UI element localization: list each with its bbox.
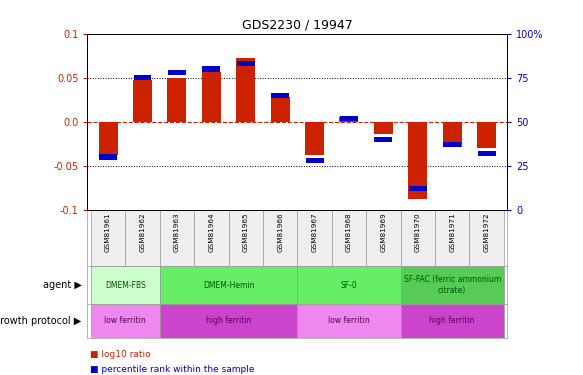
Bar	[91, 266, 160, 304]
Text: growth protocol ▶: growth protocol ▶	[0, 316, 82, 326]
Bar	[271, 93, 289, 98]
Bar	[340, 116, 358, 121]
Text: low ferritin: low ferritin	[104, 316, 146, 325]
Bar	[477, 151, 496, 156]
Bar	[401, 304, 504, 338]
Bar	[133, 80, 152, 122]
Bar	[297, 210, 332, 266]
Bar	[202, 66, 220, 72]
Text: SF-0: SF-0	[340, 280, 357, 290]
Bar	[442, 122, 462, 147]
Bar	[263, 210, 297, 266]
Text: ■ percentile rank within the sample: ■ percentile rank within the sample	[90, 365, 255, 374]
Text: GSM81963: GSM81963	[174, 213, 180, 252]
Bar	[202, 72, 221, 122]
Text: high ferritin: high ferritin	[206, 316, 251, 325]
Bar	[443, 142, 461, 147]
Bar	[374, 137, 392, 142]
Bar	[477, 122, 496, 148]
Title: GDS2230 / 19947: GDS2230 / 19947	[242, 18, 353, 31]
Text: DMEM-FBS: DMEM-FBS	[105, 280, 146, 290]
Bar	[160, 210, 194, 266]
Bar	[374, 122, 393, 134]
Bar	[91, 210, 125, 266]
Bar	[401, 210, 435, 266]
Text: GSM81970: GSM81970	[415, 213, 421, 252]
Text: GSM81968: GSM81968	[346, 213, 352, 252]
Text: GSM81967: GSM81967	[311, 213, 318, 252]
Bar	[271, 97, 290, 122]
Bar	[305, 158, 324, 163]
Bar	[168, 70, 186, 75]
Text: GSM81972: GSM81972	[483, 213, 490, 252]
Text: GSM81961: GSM81961	[105, 213, 111, 252]
Bar	[332, 210, 366, 266]
Text: DMEM-Hemin: DMEM-Hemin	[203, 280, 254, 290]
Bar	[469, 210, 504, 266]
Bar	[236, 57, 255, 122]
Bar	[99, 154, 117, 160]
Bar	[125, 210, 160, 266]
Bar	[408, 122, 427, 200]
Bar	[167, 78, 187, 122]
Bar	[237, 61, 255, 66]
Bar	[229, 210, 263, 266]
Text: GSM81969: GSM81969	[380, 213, 387, 252]
Bar	[401, 266, 504, 304]
Bar	[91, 304, 160, 338]
Bar	[99, 122, 118, 155]
Bar	[435, 210, 469, 266]
Bar	[409, 186, 427, 192]
Bar	[160, 304, 297, 338]
Text: GSM81966: GSM81966	[277, 213, 283, 252]
Text: low ferritin: low ferritin	[328, 316, 370, 325]
Bar	[339, 117, 359, 122]
Text: SF-FAC (ferric ammonium
citrate): SF-FAC (ferric ammonium citrate)	[403, 275, 501, 295]
Bar	[297, 266, 401, 304]
Text: ■ log10 ratio: ■ log10 ratio	[90, 350, 151, 359]
Text: high ferritin: high ferritin	[430, 316, 475, 325]
Text: GSM81965: GSM81965	[243, 213, 249, 252]
Bar	[366, 210, 401, 266]
Text: GSM81964: GSM81964	[208, 213, 215, 252]
Bar	[194, 210, 229, 266]
Bar	[160, 266, 297, 304]
Text: GSM81971: GSM81971	[449, 213, 455, 252]
Bar	[297, 304, 401, 338]
Text: agent ▶: agent ▶	[43, 280, 82, 290]
Bar	[305, 122, 324, 155]
Text: GSM81962: GSM81962	[139, 213, 146, 252]
Bar	[134, 75, 152, 81]
